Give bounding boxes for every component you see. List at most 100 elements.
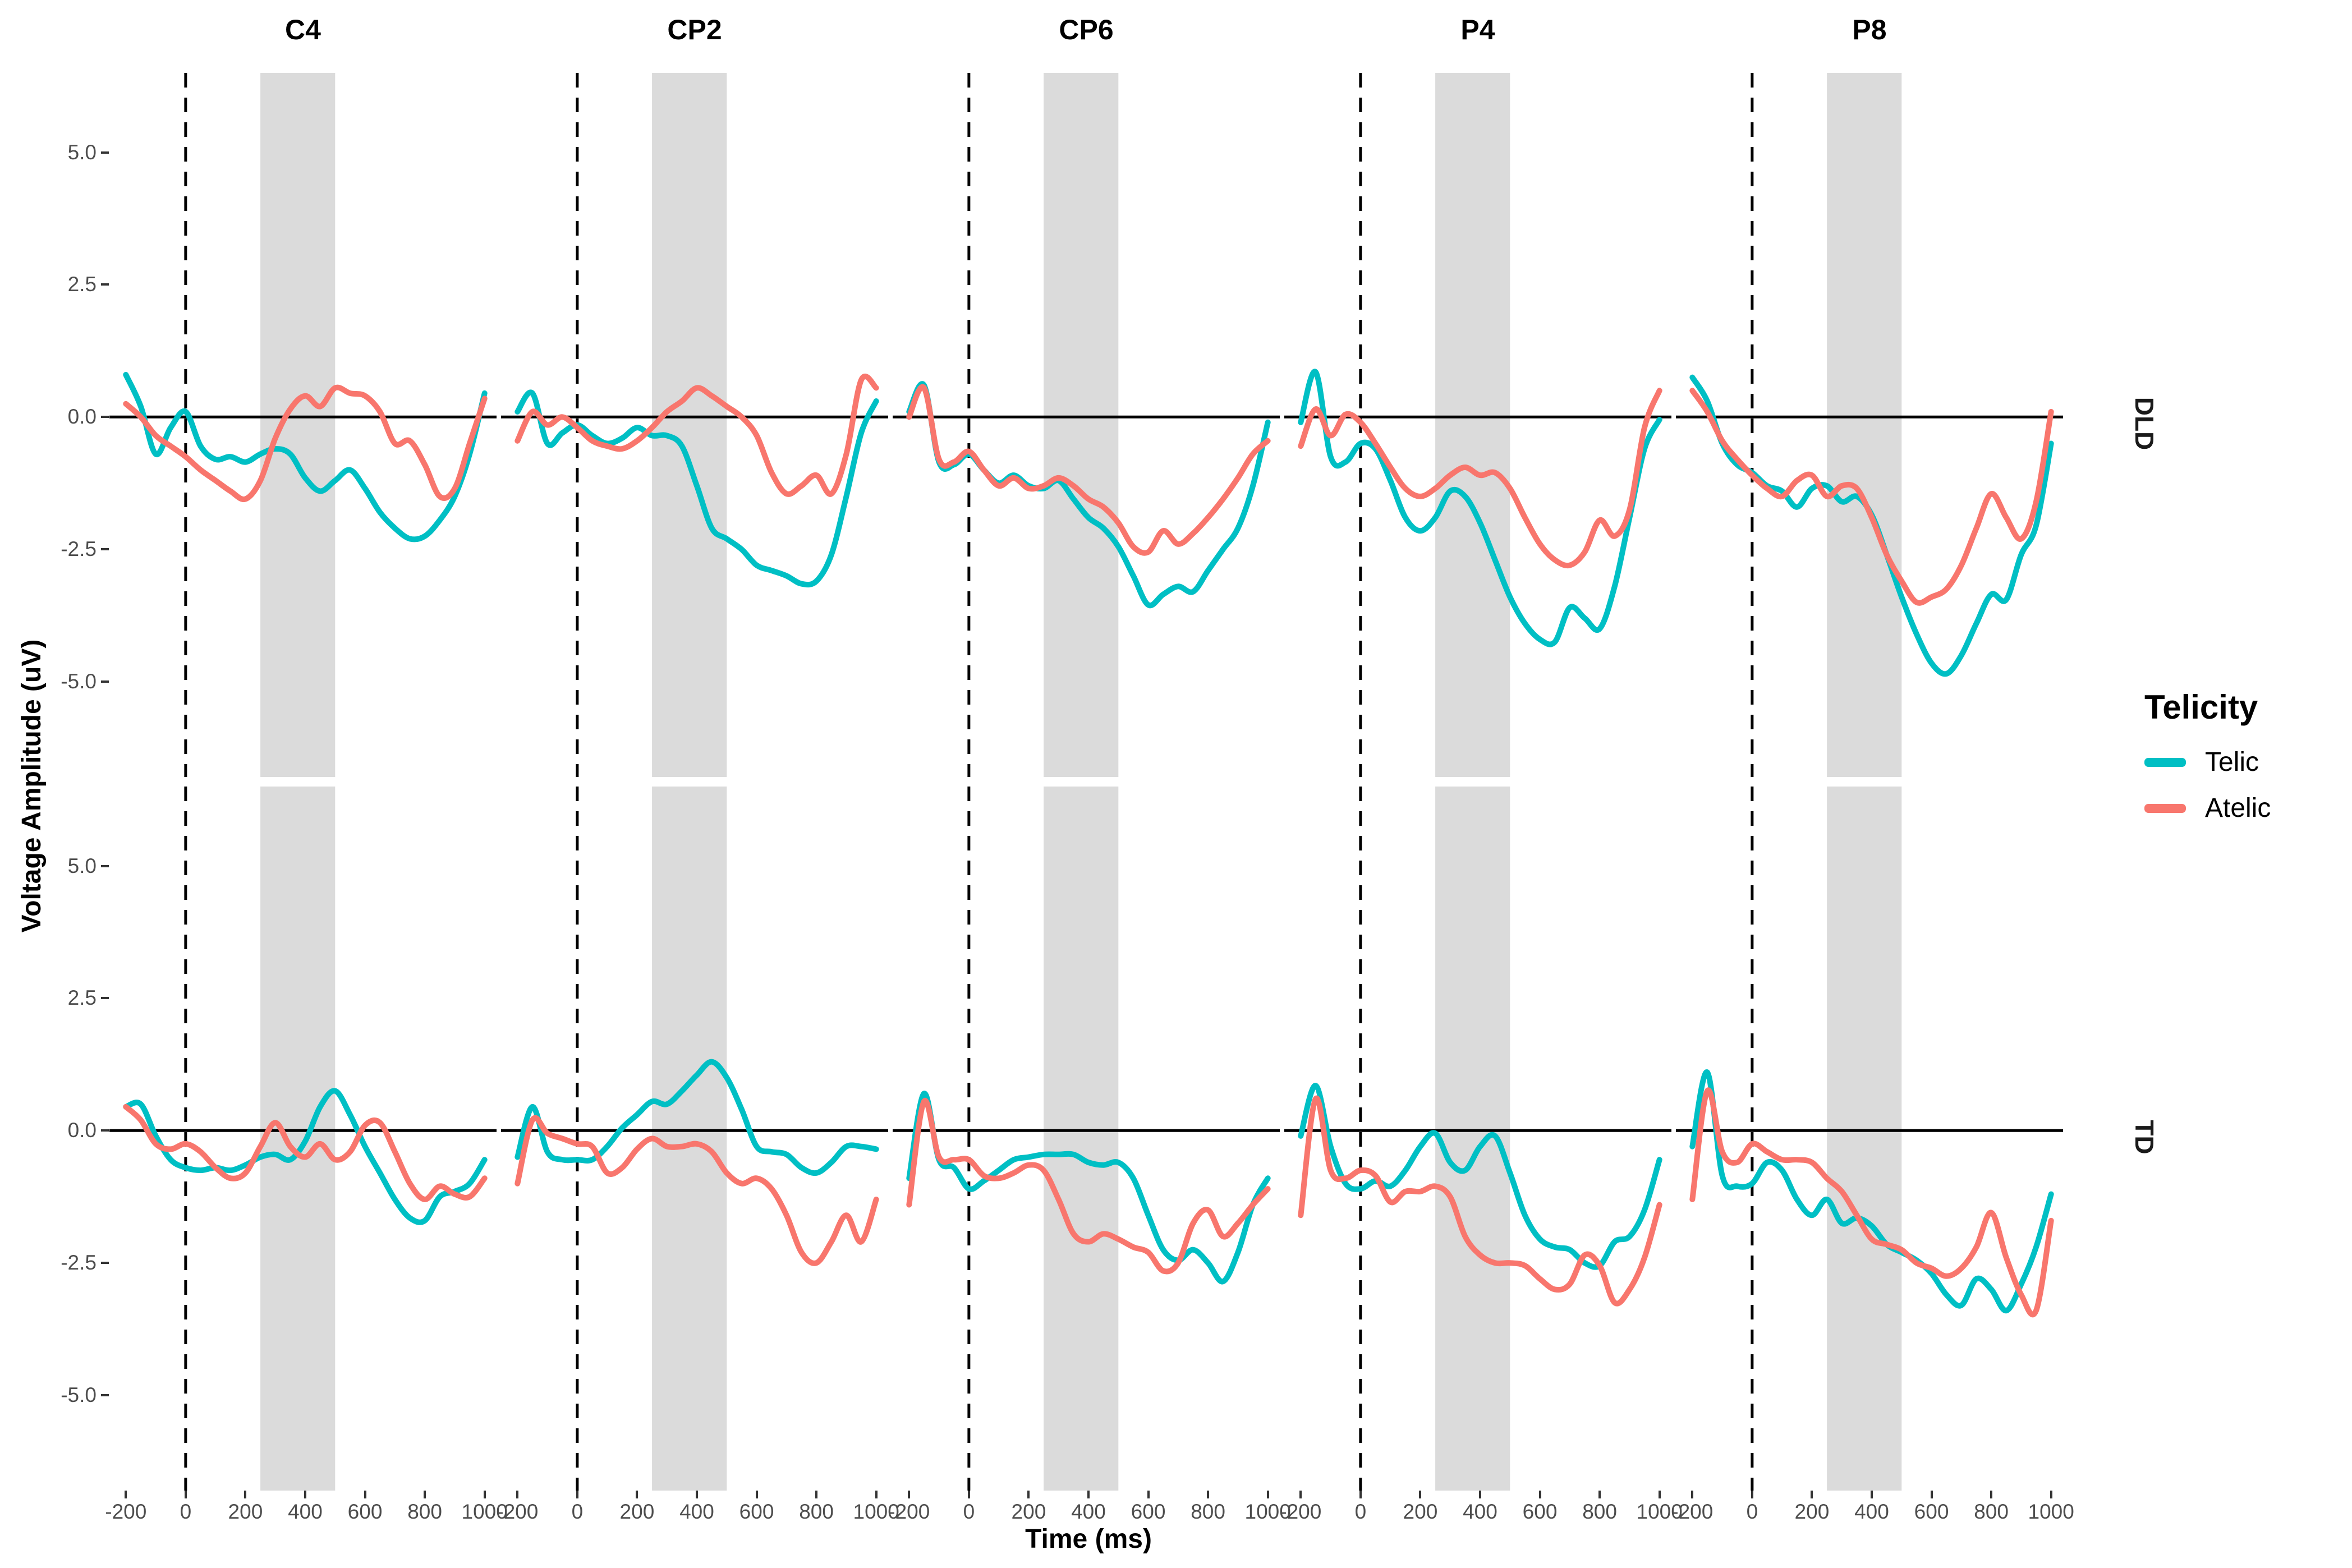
x-tick-mark [1478, 1491, 1481, 1498]
x-tick-mark [908, 1491, 911, 1498]
analysis-window-band [1827, 787, 1902, 1491]
x-tick-mark [1751, 1491, 1753, 1498]
x-tick-label: 1000 [1636, 1500, 1683, 1523]
panel-svg-TD-CP2 [501, 787, 888, 1491]
x-tick-mark [483, 1491, 486, 1498]
x-tick-mark [875, 1491, 878, 1498]
panel-TD-C4 [109, 787, 497, 1491]
y-tick-mark [101, 680, 109, 683]
x-tick-label: -200 [1671, 1500, 1714, 1523]
atelic-waveform-TD-CP6 [906, 1098, 1271, 1275]
y-tick-label: 0.0 [67, 1119, 97, 1142]
x-tick-mark [1658, 1491, 1661, 1498]
analysis-window-band [1044, 787, 1119, 1491]
y-tick-mark [101, 283, 109, 286]
x-tick-mark [1691, 1491, 1694, 1498]
x-tick-label: 1000 [2028, 1500, 2074, 1523]
panel-svg-DLD-CP6 [893, 73, 1280, 777]
x-tick-mark [1419, 1491, 1422, 1498]
x-tick-label: 400 [679, 1500, 714, 1523]
x-tick-label: 200 [1794, 1500, 1830, 1523]
x-tick-mark [576, 1491, 578, 1498]
x-tick-label: 0 [963, 1500, 975, 1523]
y-tick-mark [101, 1129, 109, 1132]
x-tick-label: 800 [407, 1500, 442, 1523]
x-axis-title: Time (ms) [1025, 1524, 1152, 1554]
x-tick-label: 600 [1914, 1500, 1949, 1523]
x-tick-mark [2050, 1491, 2052, 1498]
x-tick-label: 800 [799, 1500, 834, 1523]
legend-label: Telic [2205, 747, 2259, 777]
x-tick-label: 200 [619, 1500, 655, 1523]
panel-svg-DLD-P8 [1676, 73, 2063, 777]
x-tick-mark [1207, 1491, 1210, 1498]
facet-column-title-C4: C4 [285, 14, 321, 45]
atelic-waveform-TD-C4 [123, 1103, 488, 1202]
y-tick-label: 0.0 [67, 405, 97, 429]
x-tick-mark [424, 1491, 426, 1498]
telic-waveform-TD-P8 [1689, 1069, 2054, 1314]
legend-entry-atelic: Atelic [2144, 793, 2352, 824]
x-tick-label: 600 [347, 1500, 383, 1523]
y-tick-mark [101, 997, 109, 1000]
x-tick-mark [364, 1491, 366, 1498]
x-tick-label: 1000 [461, 1500, 508, 1523]
x-tick-label: -200 [105, 1500, 147, 1523]
x-tick-label: -200 [888, 1500, 930, 1523]
x-tick-label: 0 [1746, 1500, 1758, 1523]
panel-DLD-CP6 [893, 73, 1280, 777]
y-tick-label: -2.5 [61, 1251, 97, 1275]
telic-waveform-DLD-P4 [1298, 369, 1662, 647]
x-tick-label: 200 [228, 1500, 263, 1523]
telic-waveform-TD-C4 [123, 1088, 488, 1225]
x-tick-label: 0 [571, 1500, 584, 1523]
analysis-window-band [652, 787, 727, 1491]
facet-column-title-CP2: CP2 [667, 14, 722, 45]
panel-DLD-P8 [1676, 73, 2063, 777]
legend-entry-telic: Telic [2144, 747, 2352, 778]
analysis-window-band [1827, 73, 1902, 777]
panel-svg-DLD-CP2 [501, 73, 888, 777]
atelic-waveform-DLD-C4 [123, 384, 488, 503]
facet-row-strip-DLD: DLD [2130, 397, 2159, 450]
y-tick-label: 5.0 [67, 140, 97, 164]
analysis-window-band [260, 73, 336, 777]
x-tick-mark [1598, 1491, 1601, 1498]
panel-TD-P4 [1284, 787, 1671, 1491]
x-tick-label: 600 [739, 1500, 774, 1523]
y-tick-label: 2.5 [67, 273, 97, 296]
panel-DLD-C4 [109, 73, 497, 777]
x-tick-label: 1000 [1244, 1500, 1291, 1523]
y-tick-label: 5.0 [67, 854, 97, 877]
y-tick-mark [101, 548, 109, 551]
x-tick-label: 0 [1354, 1500, 1367, 1523]
x-tick-mark [695, 1491, 698, 1498]
legend-entries: Telic Atelic [2144, 747, 2352, 824]
atelic-waveform-TD-CP2 [514, 1115, 879, 1266]
y-tick-mark [101, 151, 109, 154]
x-tick-label: 600 [1131, 1500, 1166, 1523]
analysis-window-band [260, 787, 336, 1491]
x-tick-mark [1027, 1491, 1030, 1498]
x-tick-mark [967, 1491, 970, 1498]
legend: Telicity Telic Atelic [2144, 688, 2352, 839]
atelic-waveform-TD-P8 [1689, 1087, 2054, 1318]
legend-label: Atelic [2205, 793, 2271, 823]
x-tick-mark [1087, 1491, 1090, 1498]
facet-column-title-P8: P8 [1852, 14, 1887, 45]
analysis-window-band [652, 73, 727, 777]
atelic-waveform-TD-P4 [1298, 1095, 1662, 1307]
y-tick-label: -5.0 [61, 670, 97, 693]
atelic-waveform-DLD-P4 [1298, 388, 1662, 569]
telic-waveform-TD-CP2 [514, 1059, 879, 1176]
telic-waveform-DLD-C4 [123, 371, 488, 542]
legend-swatch-telic-line [2144, 758, 2186, 767]
panel-DLD-P4 [1284, 73, 1671, 777]
atelic-waveform-DLD-CP6 [906, 384, 1271, 556]
y-tick-label: -5.0 [61, 1383, 97, 1407]
y-tick-mark [101, 865, 109, 867]
panel-svg-TD-P8 [1676, 787, 2063, 1491]
panel-svg-TD-C4 [109, 787, 497, 1491]
panel-DLD-CP2 [501, 73, 888, 777]
